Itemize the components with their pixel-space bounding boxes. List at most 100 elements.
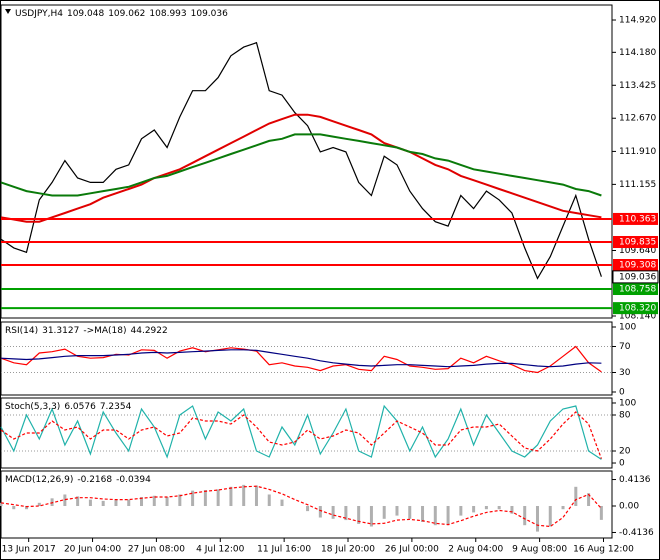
header-item: 31.3127 xyxy=(42,326,79,336)
y-tick-label: 113.425 xyxy=(619,81,656,91)
menu-arrow[interactable] xyxy=(5,9,11,14)
histogram-bar xyxy=(574,486,578,507)
histogram-bar xyxy=(382,506,386,519)
y-tick-label: -0.4136 xyxy=(619,528,654,538)
header-item: MACD(12,26,9) xyxy=(5,475,73,485)
level-label: 108.758 xyxy=(619,285,656,295)
histogram-bar xyxy=(63,494,67,507)
histogram-bar xyxy=(191,490,195,507)
panel-header: RSI(14) 31.3127 ->MA(18) 44.2922 xyxy=(5,326,168,336)
histogram-bar xyxy=(101,500,105,507)
histogram-bar xyxy=(484,506,488,510)
y-tick-label: 0 xyxy=(619,388,625,398)
histogram-bar xyxy=(306,506,310,512)
histogram-bar xyxy=(254,485,258,507)
panel-header: Stoch(5,3,3) 6.0576 7.2354 xyxy=(5,402,132,412)
histogram-bar xyxy=(12,506,16,510)
header-item: 6.0576 xyxy=(64,402,96,412)
x-tick-label: 9 Aug 08:00 xyxy=(512,545,567,555)
header-item: RSI(14) xyxy=(5,326,38,336)
header-item: 109.062 xyxy=(108,9,145,19)
y-tick-label: 0.4136 xyxy=(619,475,651,485)
x-tick-label: 11 Jul 16:00 xyxy=(257,545,311,555)
series-line xyxy=(0,411,602,459)
header-item: ->MA(18) xyxy=(83,326,126,336)
panel-frame xyxy=(0,397,613,469)
y-tick-label: 111.910 xyxy=(619,147,656,157)
histogram-bar xyxy=(599,506,603,520)
header-item: 44.2922 xyxy=(131,326,168,336)
header-item: 108.993 xyxy=(149,9,186,19)
histogram-bar xyxy=(561,506,565,510)
histogram-bar xyxy=(203,490,207,507)
histogram-bar xyxy=(369,506,373,527)
y-tick-label: 108.140 xyxy=(619,311,656,321)
histogram-bar xyxy=(459,506,463,516)
histogram-bar xyxy=(127,499,131,507)
header-item: 109.048 xyxy=(67,9,104,19)
histogram-bar xyxy=(331,506,335,519)
level-label: 109.835 xyxy=(619,237,656,247)
last-price-label: 109.036 xyxy=(619,272,656,282)
level-label: 110.363 xyxy=(619,214,656,224)
y-tick-label: 109.640 xyxy=(619,246,656,256)
histogram-bar xyxy=(433,506,437,526)
x-tick-label: 18 Jul 20:00 xyxy=(321,545,375,555)
series-line xyxy=(0,404,602,460)
header-item: 7.2354 xyxy=(100,402,132,412)
histogram-bar xyxy=(229,486,233,507)
histogram-bar xyxy=(472,506,476,513)
header-item: -0.0394 xyxy=(116,475,151,485)
y-tick-label: 30 xyxy=(619,368,631,378)
histogram-bar xyxy=(178,494,182,507)
series-line xyxy=(0,345,602,374)
panel-header: MACD(12,26,9) -0.2168 -0.0394 xyxy=(5,475,151,485)
histogram-bar xyxy=(280,499,284,507)
histogram-bar xyxy=(140,497,144,507)
y-tick-label: 112.670 xyxy=(619,114,656,124)
y-tick-label: 111.155 xyxy=(619,180,656,190)
histogram-bar xyxy=(76,496,80,507)
histogram-bar xyxy=(114,499,118,507)
panel-frame xyxy=(0,4,613,319)
series-line xyxy=(0,113,602,223)
series-line xyxy=(0,349,602,368)
histogram-bar xyxy=(535,506,539,532)
panel-header: USDJPY,H4 109.048 109.062 108.993 109.036 xyxy=(15,9,228,19)
y-tick-label: 20 xyxy=(619,447,631,457)
histogram-bar xyxy=(50,498,54,507)
histogram-bar xyxy=(88,499,92,507)
histogram-bar xyxy=(523,506,527,526)
level-label: 108.320 xyxy=(619,304,656,314)
x-tick-label: 20 Jun 04:00 xyxy=(64,545,121,555)
y-tick-label: 70 xyxy=(619,342,631,352)
histogram-bar xyxy=(510,506,514,514)
histogram-bar xyxy=(216,489,220,507)
level-label: 109.308 xyxy=(619,261,656,271)
y-tick-label: 114.180 xyxy=(619,48,656,58)
y-tick-label: 0 xyxy=(619,459,625,469)
x-tick-label: 2 Aug 04:00 xyxy=(448,545,503,555)
y-tick-label: 100 xyxy=(619,323,636,333)
histogram-bar xyxy=(267,494,271,507)
level-label-box xyxy=(613,212,658,225)
x-tick-label: 16 Aug 12:00 xyxy=(573,545,634,555)
y-tick-label: 114.920 xyxy=(619,16,656,26)
series-line xyxy=(0,41,602,280)
histogram-bar xyxy=(344,506,348,521)
y-tick-label: 80 xyxy=(619,410,631,420)
histogram-bar xyxy=(152,495,156,507)
level-label-box xyxy=(613,259,658,272)
y-tick-label: 0.00 xyxy=(619,502,639,512)
histogram-bar xyxy=(587,493,591,507)
level-label-box xyxy=(613,235,658,248)
histogram-bar xyxy=(0,502,3,507)
histogram-bar xyxy=(446,506,450,526)
x-tick-label: 27 Jun 08:00 xyxy=(128,545,185,555)
histogram-bar xyxy=(357,506,361,524)
histogram-bar xyxy=(25,506,29,510)
level-label-box xyxy=(613,283,658,296)
series-line xyxy=(0,133,602,197)
histogram-bar xyxy=(37,502,41,507)
